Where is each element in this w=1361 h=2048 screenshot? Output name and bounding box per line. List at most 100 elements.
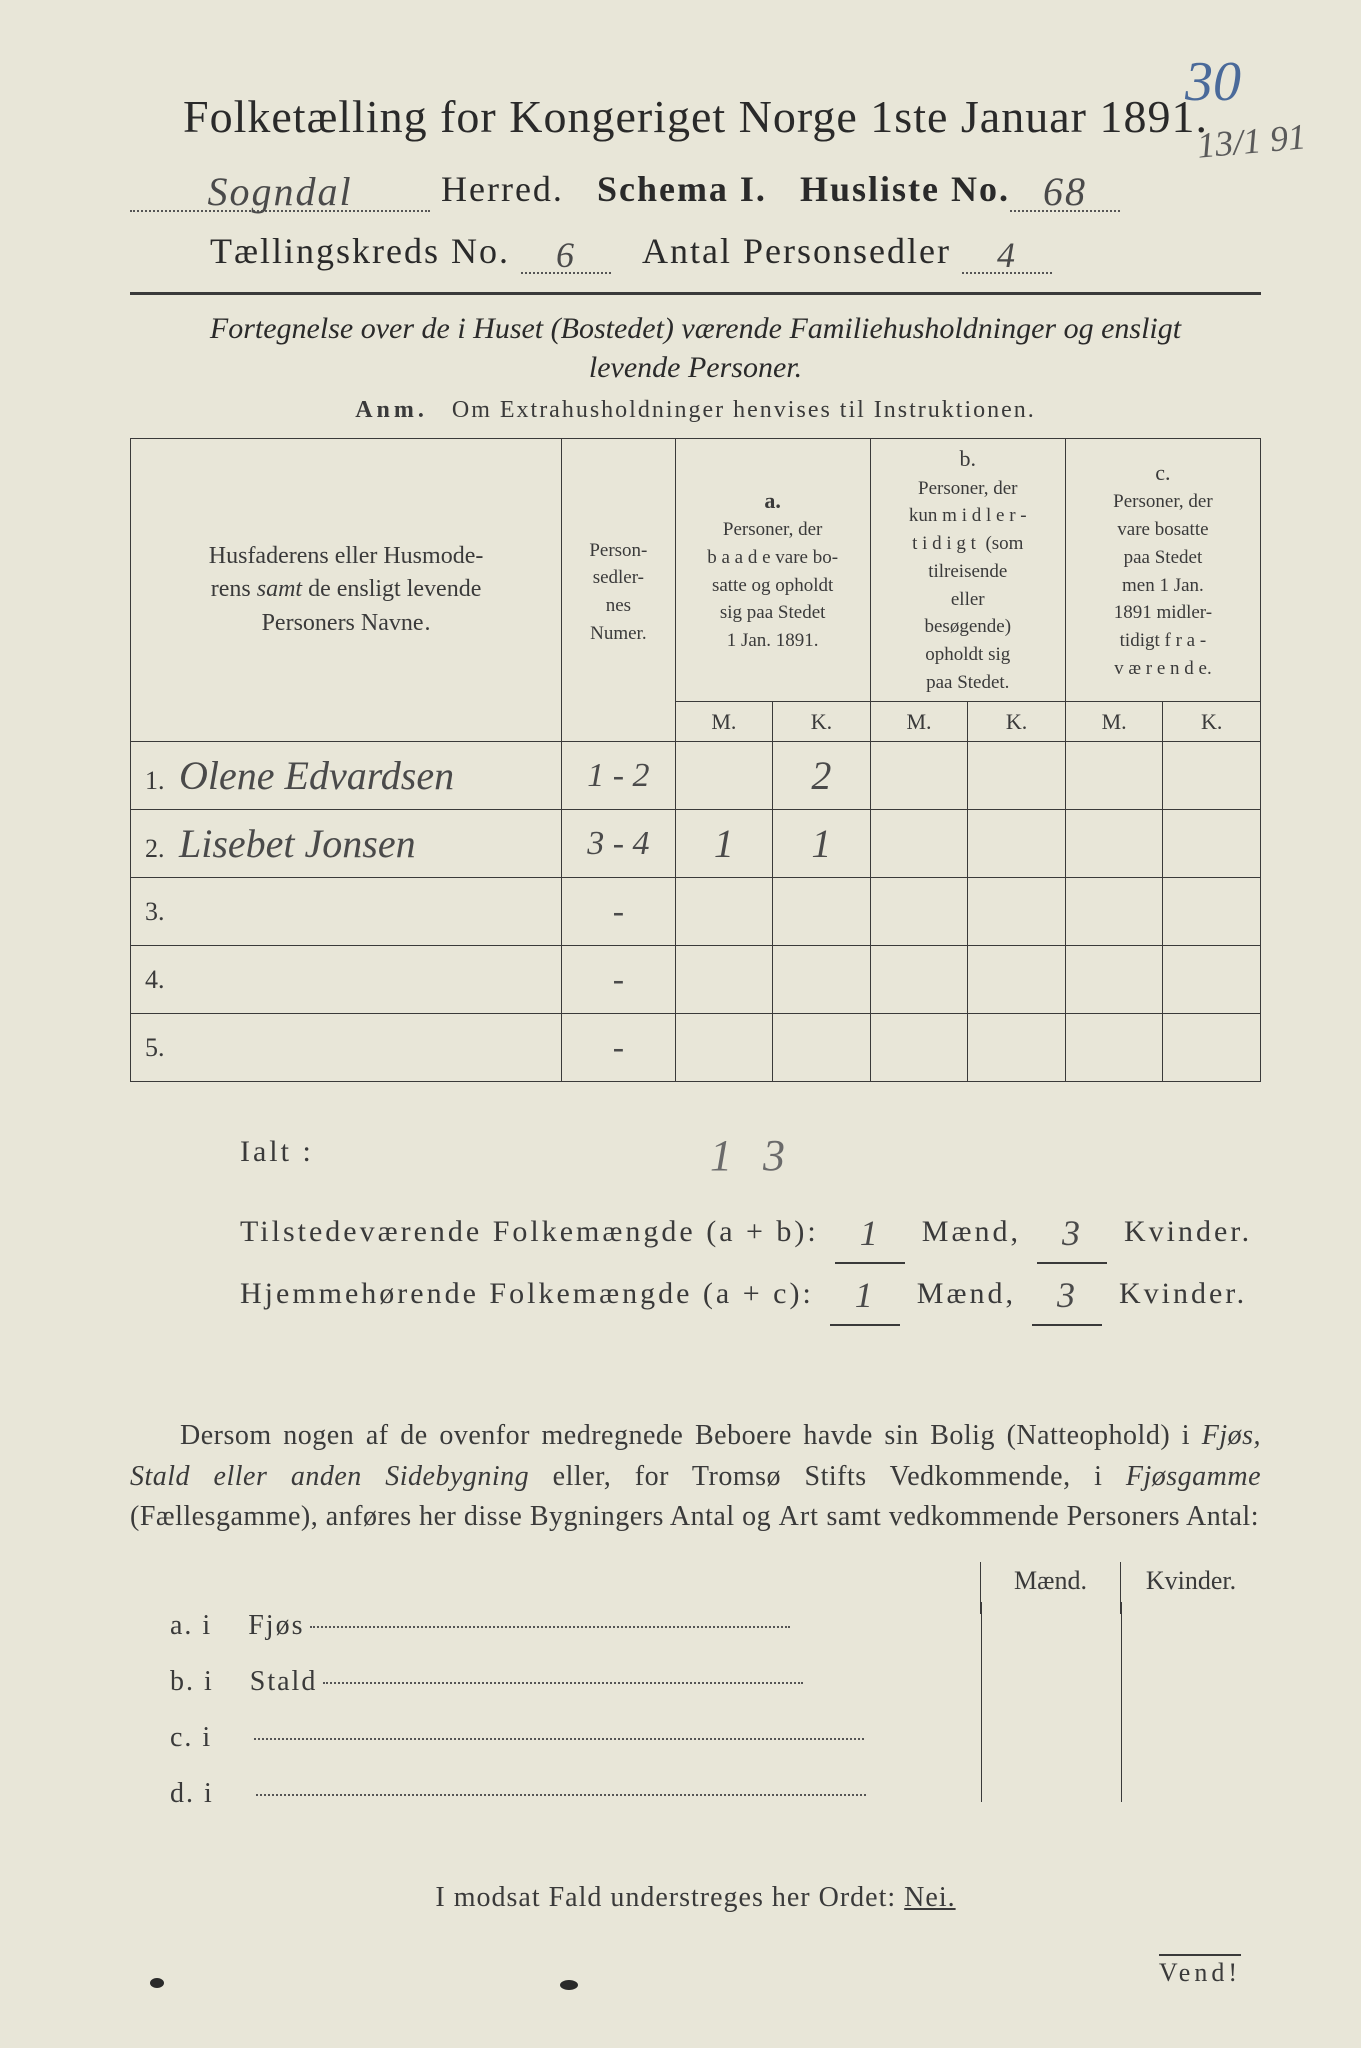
husliste-value: 68 [1039, 176, 1091, 208]
dotted-line [310, 1626, 790, 1628]
cell-b-m [870, 742, 968, 810]
total-present-label: Tilstedeværende Folkemængde (a + b): [240, 1215, 819, 1248]
mk-rules [981, 1602, 1261, 1802]
cell-a-k: 1 [773, 810, 871, 878]
para-mid1: eller, for Tromsø Stifts Ved­kommende, i [529, 1461, 1126, 1492]
cell-b-m [870, 810, 968, 878]
dotted-line [323, 1682, 803, 1684]
th-c-m: M. [1065, 701, 1163, 742]
dotted-line [256, 1794, 866, 1796]
cell-a-m [675, 946, 773, 1014]
para-post: samt vedkommende Personers Antal: [819, 1501, 1259, 1532]
cell-numer: 1 - 2 [562, 742, 675, 810]
cell-name: 2.Lisebet Jonsen [131, 810, 562, 878]
th-numer: Person-sedler-nesNumer. [562, 439, 675, 742]
vend-label: Vend! [1159, 1954, 1241, 1988]
cell-c-k [1163, 810, 1261, 878]
resident-k: 3 [1053, 1281, 1082, 1310]
cell-a-k: 2 [773, 742, 871, 810]
resident-m: 1 [851, 1281, 880, 1310]
para-pre: Dersom nogen af de ovenfor medregnede Be… [180, 1420, 1202, 1451]
outbuilding-paragraph: Dersom nogen af de ovenfor medregnede Be… [130, 1416, 1261, 1538]
antal-value: 4 [993, 241, 1021, 270]
abcd-label: d. i [170, 1778, 214, 1809]
cell-b-m [870, 878, 968, 946]
cell-c-k [1163, 742, 1261, 810]
cell-numer: 3 - 4 [562, 810, 675, 878]
cell-name: 5. [131, 1014, 562, 1082]
total-resident: Hjemmehørende Folkemængde (a + c): 1 Mæn… [240, 1264, 1261, 1326]
date-annotation: 13/1 91 [1195, 115, 1307, 166]
subtitle-line2: levende Personer. [589, 351, 802, 384]
cell-b-m [870, 946, 968, 1014]
kreds-value: 6 [552, 241, 580, 270]
cell-a-k [773, 878, 871, 946]
th-b-k: K. [968, 701, 1066, 742]
anm-text: Om Extrahusholdninger henvises til Instr… [452, 397, 1036, 423]
husliste-label: Husliste No. [800, 169, 1010, 209]
nei-pre: I modsat Fald understreges her Ordet: [435, 1882, 904, 1913]
maend-label-2: Mænd, [917, 1277, 1016, 1310]
abcd-text: Stald [250, 1666, 318, 1697]
cell-b-k [968, 742, 1066, 810]
cell-name: 3. [131, 878, 562, 946]
ink-speck [560, 1980, 578, 1990]
para-art: Art [779, 1501, 819, 1532]
cell-c-m [1065, 946, 1163, 1014]
th-b-letter: b. [960, 446, 977, 471]
anm-note: Anm. Om Extrahusholdninger henvises til … [130, 397, 1261, 424]
outbuilding-section: Mænd. Kvinder. a. i Fjøsb. i Staldc. i d… [130, 1568, 1261, 1822]
cell-b-k [968, 946, 1066, 1014]
present-k: 3 [1058, 1219, 1087, 1248]
th-b-m: M. [870, 701, 968, 742]
table-row: 1.Olene Edvardsen1 - 2 2 [131, 742, 1261, 810]
table-row: 5.- [131, 1014, 1261, 1082]
census-table: Husfaderens eller Husmode-rens samt de e… [130, 438, 1261, 1082]
cell-b-k [968, 810, 1066, 878]
kvinder-label-2: Kvinder. [1119, 1277, 1247, 1310]
ink-speck [150, 1978, 164, 1988]
cell-a-k [773, 946, 871, 1014]
cell-b-k [968, 1014, 1066, 1082]
abcd-text: Fjøs [248, 1610, 304, 1641]
cell-numer: - [562, 878, 675, 946]
abcd-label: b. i [170, 1666, 214, 1697]
divider [130, 292, 1261, 295]
ialt-handwritten: 1 3 [710, 1112, 795, 1200]
kreds-label: Tællingskreds No. [210, 231, 510, 271]
cell-a-k [773, 1014, 871, 1082]
total-present: Tilstedeværende Folkemængde (a + b): 1 M… [240, 1202, 1261, 1264]
page-number-annotation: 30 [1185, 50, 1241, 114]
table-row: 2.Lisebet Jonsen3 - 411 [131, 810, 1261, 878]
th-b: b. Personer, derkun m i d l e r -t i d i… [870, 439, 1065, 702]
cell-a-m: 1 [675, 810, 773, 878]
antal-label: Antal Personsedler [642, 231, 951, 271]
cell-a-m [675, 878, 773, 946]
header-line-2: Tællingskreds No. 6 Antal Personsedler 4 [210, 230, 1261, 274]
schema-label: Schema I. [597, 169, 767, 209]
table-row: 4.- [131, 946, 1261, 1014]
ialt-label: Ialt : [240, 1135, 314, 1168]
maend-label: Mænd, [922, 1215, 1021, 1248]
th-c: c. Personer, dervare bosattepaa Stedetme… [1065, 439, 1260, 702]
cell-numer: - [562, 1014, 675, 1082]
cell-c-k [1163, 1014, 1261, 1082]
header-line-1: Sogndal Herred. Schema I. Husliste No.68 [130, 168, 1261, 212]
cell-b-k [968, 878, 1066, 946]
anm-label: Anm. [355, 397, 428, 423]
cell-a-m [675, 742, 773, 810]
subtitle-line1: Fortegnelse over de i Huset (Bostedet) v… [210, 312, 1181, 345]
cell-name: 1.Olene Edvardsen [131, 742, 562, 810]
nei-line: I modsat Fald understreges her Ordet: Ne… [130, 1882, 1261, 1914]
para-mid2: (Fællesgamme), anføres her disse Bygning… [130, 1501, 779, 1532]
herred-label: Herred. [441, 169, 564, 209]
para-i2: Fjøsgamme [1126, 1461, 1261, 1492]
cell-c-m [1065, 742, 1163, 810]
form-title: Folketælling for Kongeriget Norge 1ste J… [130, 90, 1261, 143]
kvinder-label: Kvinder. [1124, 1215, 1252, 1248]
cell-b-m [870, 1014, 968, 1082]
abcd-label: c. i [170, 1722, 212, 1753]
cell-c-k [1163, 878, 1261, 946]
dotted-line [254, 1738, 864, 1740]
th-a: a. Personer, derb a a d e vare bo-satte … [675, 439, 870, 702]
